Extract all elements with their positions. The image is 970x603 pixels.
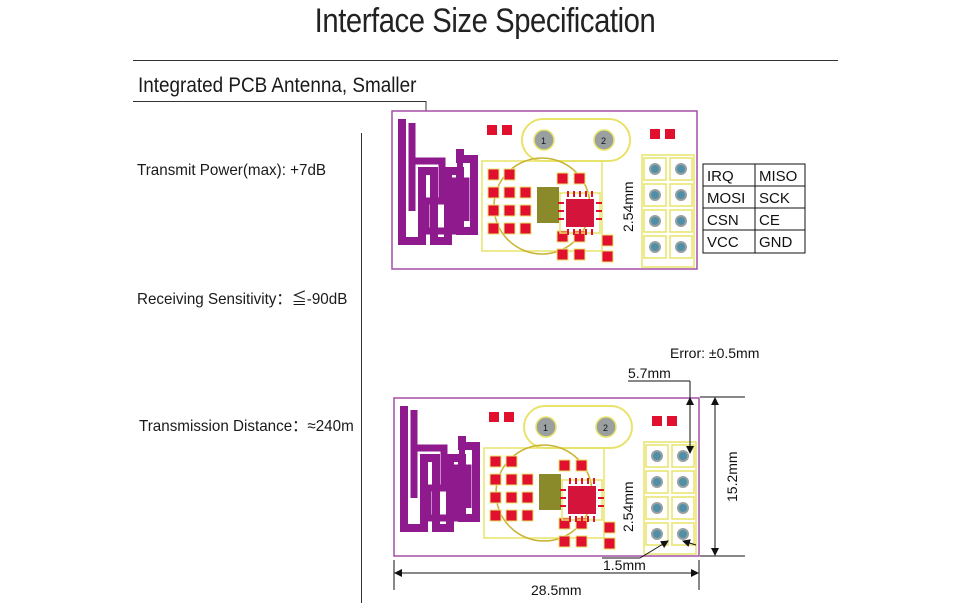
- spec-transmission-distance: Transmission Distance：≈240m: [139, 418, 354, 435]
- module-top-view: [392, 111, 697, 269]
- error-label: Error: ±0.5mm: [670, 345, 759, 361]
- pin-gnd: GND: [759, 234, 793, 251]
- pin-miso: MISO: [759, 168, 797, 185]
- pitch-label-bottom: 2.54mm: [620, 481, 636, 532]
- pitch-label-top: 2.54mm: [620, 181, 636, 232]
- dimension-lines: [393, 380, 745, 590]
- pin-vcc: VCC: [707, 234, 739, 251]
- pin-offset-label: 5.7mm: [628, 365, 671, 381]
- pin-sck: SCK: [759, 190, 790, 207]
- pin-csn: CSN: [707, 212, 739, 229]
- pin-irq: IRQ: [707, 168, 734, 185]
- pin-edge-label: 1.5mm: [603, 557, 646, 573]
- pin-table: IRQ MISO MOSI SCK CSN CE VCC GND: [702, 163, 806, 254]
- pin-mosi: MOSI: [707, 190, 745, 207]
- antenna-underline: [133, 101, 426, 102]
- pin-ce: CE: [759, 212, 780, 229]
- height-label: 15.2mm: [724, 451, 740, 502]
- module-dimension-view: [394, 398, 699, 556]
- spec-receiving-sensitivity: Receiving Sensitivity：≦-90dB: [137, 291, 348, 308]
- spec-divider: [361, 133, 362, 603]
- width-label: 28.5mm: [531, 582, 582, 598]
- antenna-label: Integrated PCB Antenna, Smaller: [138, 74, 417, 97]
- page-title: Interface Size Specification: [314, 2, 656, 40]
- spec-transmit-power: Transmit Power(max): +7dB: [137, 162, 327, 179]
- title-divider: [133, 60, 838, 61]
